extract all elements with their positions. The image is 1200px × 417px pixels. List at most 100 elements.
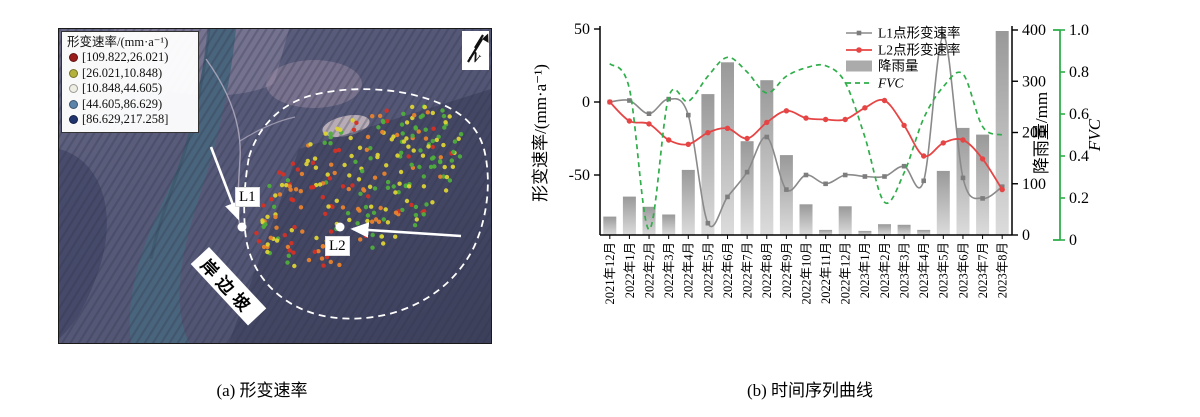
y-tick-label: 50 [574,21,590,38]
x-tick-label: 2022年12月 [839,242,853,305]
deformation-dot [367,184,373,189]
svg-text:N: N [467,48,484,66]
rain-bar [603,216,617,235]
deformation-dot [356,177,362,182]
deformation-dot [314,235,319,241]
deformation-dot [385,119,390,124]
deformation-dot [404,198,410,204]
deformation-dot [348,135,353,141]
deformation-dot [357,145,363,150]
deformation-dot [319,256,325,261]
l2-arrow [350,222,462,238]
deformation-dot [447,114,452,119]
deformation-dot [350,183,355,188]
deformation-dot [279,182,285,188]
deformation-dot [269,197,274,202]
deformation-dot [409,162,414,167]
deformation-dot [383,207,388,212]
legend-item-label: [26.021,10.848) [82,65,163,80]
deformation-dot [265,242,270,247]
deformation-dot [438,155,443,160]
deformation-dot [421,174,426,179]
deformation-dot [274,225,279,230]
l1-series [607,34,1005,228]
rain-bar [799,204,813,236]
deformation-dot [414,217,419,222]
chart-legend-label: L2点形变速率 [878,42,961,58]
deformation-dot [411,148,416,153]
deformation-dot [305,158,310,164]
l2-marker [666,137,672,143]
deformation-dot [361,188,367,193]
fvc-curve [609,56,1003,231]
deformation-dot [391,184,396,189]
deformation-dot [277,192,283,197]
deformation-dot [347,217,352,223]
caption-a: (a) 形变速率 [216,381,308,400]
deformation-dot [430,144,435,150]
deformation-dot [406,184,412,189]
deformation-dot [316,249,321,254]
deformation-dot [426,144,431,149]
deformation-dot [393,234,398,239]
l1-label: L1 [235,187,260,207]
deformation-dot [430,200,435,205]
trail-branch [239,116,296,142]
deformation-dot [364,147,369,152]
deformation-dot [337,262,342,268]
deformation-dot [292,263,297,269]
deformation-dot [285,178,291,183]
chart-legend-label: L1点形变速率 [878,25,961,41]
l2-marker [979,156,986,162]
deformation-dot [370,232,375,238]
deformation-dot [261,203,266,208]
deformation-dot [354,120,359,126]
deformation-dot [334,198,339,203]
deformation-dot [273,214,278,220]
rain-bar [819,229,833,235]
deformation-dot [423,127,428,132]
deformation-dot [376,125,381,130]
deformation-dot [261,244,267,250]
x-tick-label: 2022年10月 [799,242,813,305]
deformation-dot [358,191,363,196]
x-tick-label: 2022年9月 [780,242,794,298]
deformation-dot [370,114,375,119]
l2-marker [705,130,711,136]
deformation-dot [413,204,419,210]
deformation-dot [449,158,454,163]
x-tick-label: 2022年4月 [682,242,696,298]
deformation-dot [369,219,375,224]
deformation-dot [401,139,407,144]
deformation-dot [268,235,273,240]
deformation-dot [385,185,391,190]
legend-item: [44.605,86.629) [67,97,194,113]
map-art [59,29,491,343]
l1-marker [862,174,868,179]
deformation-dot [299,171,305,177]
deformation-dot [412,223,418,228]
l2-marker [626,118,633,124]
x-tick-label: 2023年5月 [937,242,951,298]
l1-marker [980,196,985,201]
l2-marker [685,141,691,147]
deformation-axis-label: 形变速率/(mm·a⁻¹) [531,64,550,202]
deformation-dot [320,195,325,200]
l2-marker [744,135,750,142]
deformation-dot [312,156,318,161]
l1-arrow [209,146,240,221]
legend-item: [109.822,26.021) [67,50,194,66]
deformation-dot [417,164,422,170]
deformation-dot [395,153,400,158]
deformation-dot [290,197,296,203]
north-arrow-icon: N [462,31,489,70]
deformation-dot [457,154,463,159]
l1-marker [646,111,652,116]
deformation-dot [346,186,351,192]
rain-tick-label: 200 [1022,125,1046,142]
deformation-dot [350,118,355,123]
legend-color-dot [69,68,78,78]
deformation-dot [295,167,300,172]
deformation-dot [365,218,370,224]
axes: 50 0 -50 0 100 200 300 400 2021年12月 2022年1月 2022年2… [569,21,1046,305]
